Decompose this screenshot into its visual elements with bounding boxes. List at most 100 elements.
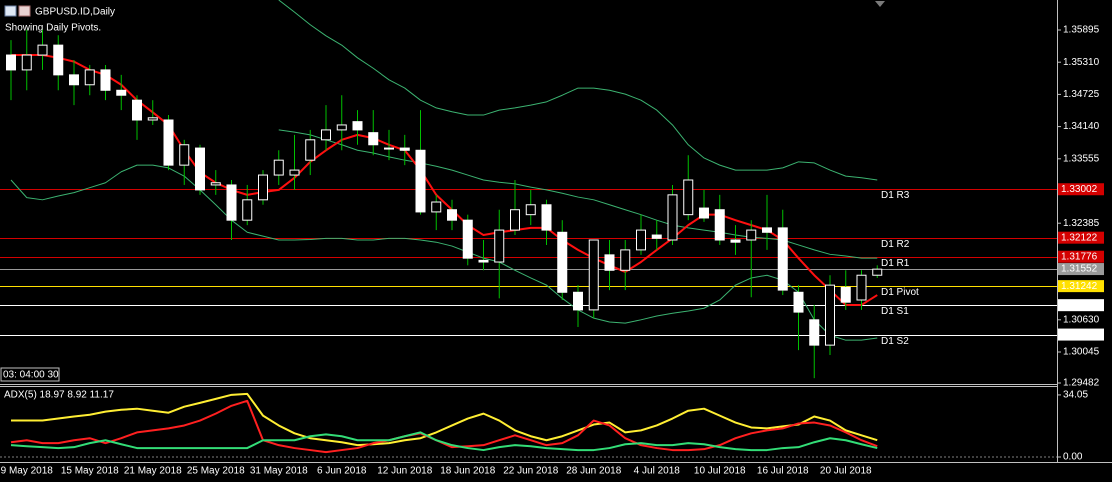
chart-title: GBPUSD.ID,Daily xyxy=(35,7,115,18)
y-tick-label: 1.33555 xyxy=(1063,153,1100,164)
x-tick-label: 25 May 2018 xyxy=(187,466,245,477)
y-tick-label: 1.35310 xyxy=(1063,57,1100,68)
price-box xyxy=(1058,183,1104,196)
candle-body xyxy=(525,204,536,216)
candle-body xyxy=(462,219,473,259)
y-tick-label: 1.34140 xyxy=(1063,121,1100,132)
candle-body xyxy=(714,209,725,241)
icon-part xyxy=(18,5,31,17)
candle-body xyxy=(273,159,284,176)
candle-body xyxy=(163,119,174,166)
candle-body xyxy=(226,184,237,221)
candle-body xyxy=(352,121,363,131)
candle-body xyxy=(573,291,583,311)
candle-body xyxy=(336,124,347,131)
candle-body xyxy=(415,149,426,213)
price-box-label: 1.32122 xyxy=(1061,232,1098,243)
candle-body xyxy=(21,54,32,71)
candle-body xyxy=(210,182,221,186)
candle-body xyxy=(179,144,190,166)
candle-body xyxy=(321,129,331,141)
indicator-line xyxy=(278,129,878,259)
candle-body xyxy=(762,227,772,233)
y-tick-label: 1.32385 xyxy=(1063,218,1100,229)
price-box xyxy=(1058,328,1104,341)
candle-body xyxy=(6,54,16,71)
indicator-line xyxy=(11,392,878,447)
x-tick-label: 20 Jul 2018 xyxy=(820,466,872,477)
candle-body xyxy=(510,209,520,231)
indicator-title: ADX(5) 18.97 8.92 11.17 xyxy=(4,390,114,401)
indicator-line xyxy=(10,164,878,341)
x-tick-label: 21 May 2018 xyxy=(124,466,182,477)
y-tick-label: 1.30045 xyxy=(1063,347,1100,358)
candle-body xyxy=(651,234,662,239)
indicator-line xyxy=(10,431,878,452)
candle-body xyxy=(840,286,851,303)
x-tick-label: 10 Jul 2018 xyxy=(694,466,746,477)
candle-body xyxy=(636,229,646,251)
price-box xyxy=(1058,231,1104,244)
candle-body xyxy=(305,139,316,161)
price-box-label: 1.33002 xyxy=(1061,184,1098,195)
y-tick-label: 0.00 xyxy=(1063,452,1083,463)
candle-body xyxy=(604,254,615,271)
price-box xyxy=(1058,263,1104,276)
candle-body xyxy=(132,99,142,121)
price-box xyxy=(1058,299,1104,312)
candle-body xyxy=(289,169,300,176)
candle-body xyxy=(872,268,883,276)
price-box xyxy=(1058,250,1104,263)
y-tick-label: 1.30630 xyxy=(1063,314,1100,325)
pivot-name: D1 S2 xyxy=(881,336,909,347)
candle-body xyxy=(683,179,694,216)
symbol-icon xyxy=(4,5,31,17)
price-box-label: 1.31552 xyxy=(1061,264,1098,275)
x-tick-label: 6 Jun 2018 xyxy=(317,466,367,477)
x-tick-label: 12 Jun 2018 xyxy=(377,466,432,477)
candle-body xyxy=(384,147,394,150)
candle-body xyxy=(53,44,64,76)
price-box-label: 1.30896 xyxy=(1061,300,1098,311)
candle-body xyxy=(856,274,867,301)
pivot-name: D1 R2 xyxy=(881,239,910,250)
pivot-name: D1 R1 xyxy=(881,258,910,269)
x-tick-label: 31 May 2018 xyxy=(250,466,308,477)
cursor-label: 03: 04:00 30 xyxy=(3,370,59,381)
candle-body xyxy=(588,239,599,311)
candle-body xyxy=(541,204,552,231)
candle-body xyxy=(447,209,457,221)
pivot-name: D1 Pivot xyxy=(881,287,919,298)
candle-body xyxy=(699,207,709,219)
y-tick-label: 34.05 xyxy=(1063,390,1088,401)
candle-body xyxy=(478,259,489,263)
candle-body xyxy=(620,249,631,271)
candle-body xyxy=(730,239,741,243)
pivot-name: D1 S1 xyxy=(881,306,909,317)
icon-part xyxy=(4,5,17,17)
candle-body xyxy=(809,319,820,346)
candle-body xyxy=(494,229,505,263)
pivot-name: D1 R3 xyxy=(881,190,910,201)
candle-body xyxy=(399,147,410,151)
x-tick-label: 28 Jun 2018 xyxy=(566,466,621,477)
y-tick-label: 1.34725 xyxy=(1063,89,1100,100)
price-box-label: 1.30362 xyxy=(1061,329,1098,340)
candle-body xyxy=(258,174,268,201)
candle-body xyxy=(777,227,788,291)
y-tick-label: 1.35895 xyxy=(1063,25,1100,36)
candle-body xyxy=(431,201,442,213)
x-tick-label: 18 Jun 2018 xyxy=(440,466,495,477)
candle-body xyxy=(100,69,111,91)
x-tick-label: 4 Jul 2018 xyxy=(634,466,681,477)
candle-body xyxy=(37,44,48,56)
candle-body xyxy=(825,284,835,346)
price-box-label: 1.31776 xyxy=(1061,251,1098,262)
x-tick-label: 16 Jul 2018 xyxy=(757,466,809,477)
candle-body xyxy=(69,74,79,86)
indicator-line xyxy=(11,54,878,306)
candle-body xyxy=(84,69,95,86)
